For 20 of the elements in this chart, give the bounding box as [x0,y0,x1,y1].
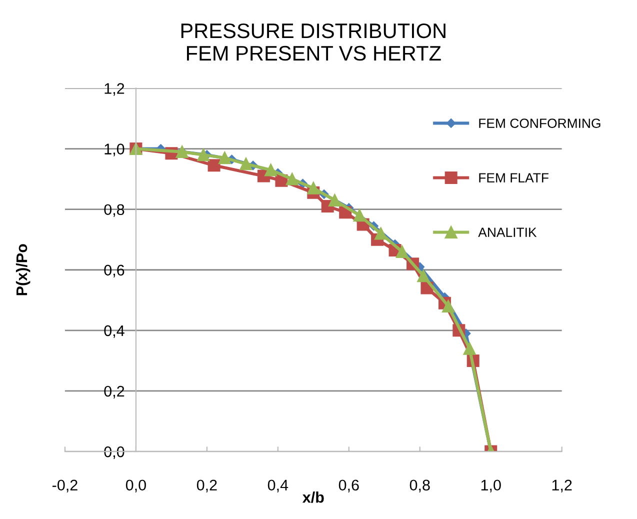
legend-label: FEM CONFORMING [479,118,600,128]
x-tick-label: 0,0 [126,480,146,492]
y-tick-label: 1,0 [104,144,124,156]
x-tick-label: 0,4 [268,480,288,492]
x-tick-label: 1,0 [481,480,501,492]
y-tick-label: 0,2 [104,386,124,398]
legend-label: FEM FLATF [479,173,548,182]
x-tick-label: 1,2 [552,480,572,492]
y-tick-label: 0,8 [104,204,124,217]
y-axis-title: P(x)/Po [16,244,30,296]
x-axis-title: x/b [302,491,324,503]
x-tick-label: 0,8 [410,480,430,492]
x-tick-label: -0,2 [52,480,78,492]
legend-label: ANALITIK [478,228,537,237]
y-tick-label: 1,2 [104,83,124,96]
chart-title: PRESSURE DISTRIBUTION FEM PRESENT VS HERTZ [181,23,446,61]
y-tick-label: 0,4 [104,325,124,338]
x-tick-label: 0,6 [338,480,359,492]
x-tick-label: 0,2 [196,480,217,492]
y-tick-label: 0,6 [104,264,124,278]
